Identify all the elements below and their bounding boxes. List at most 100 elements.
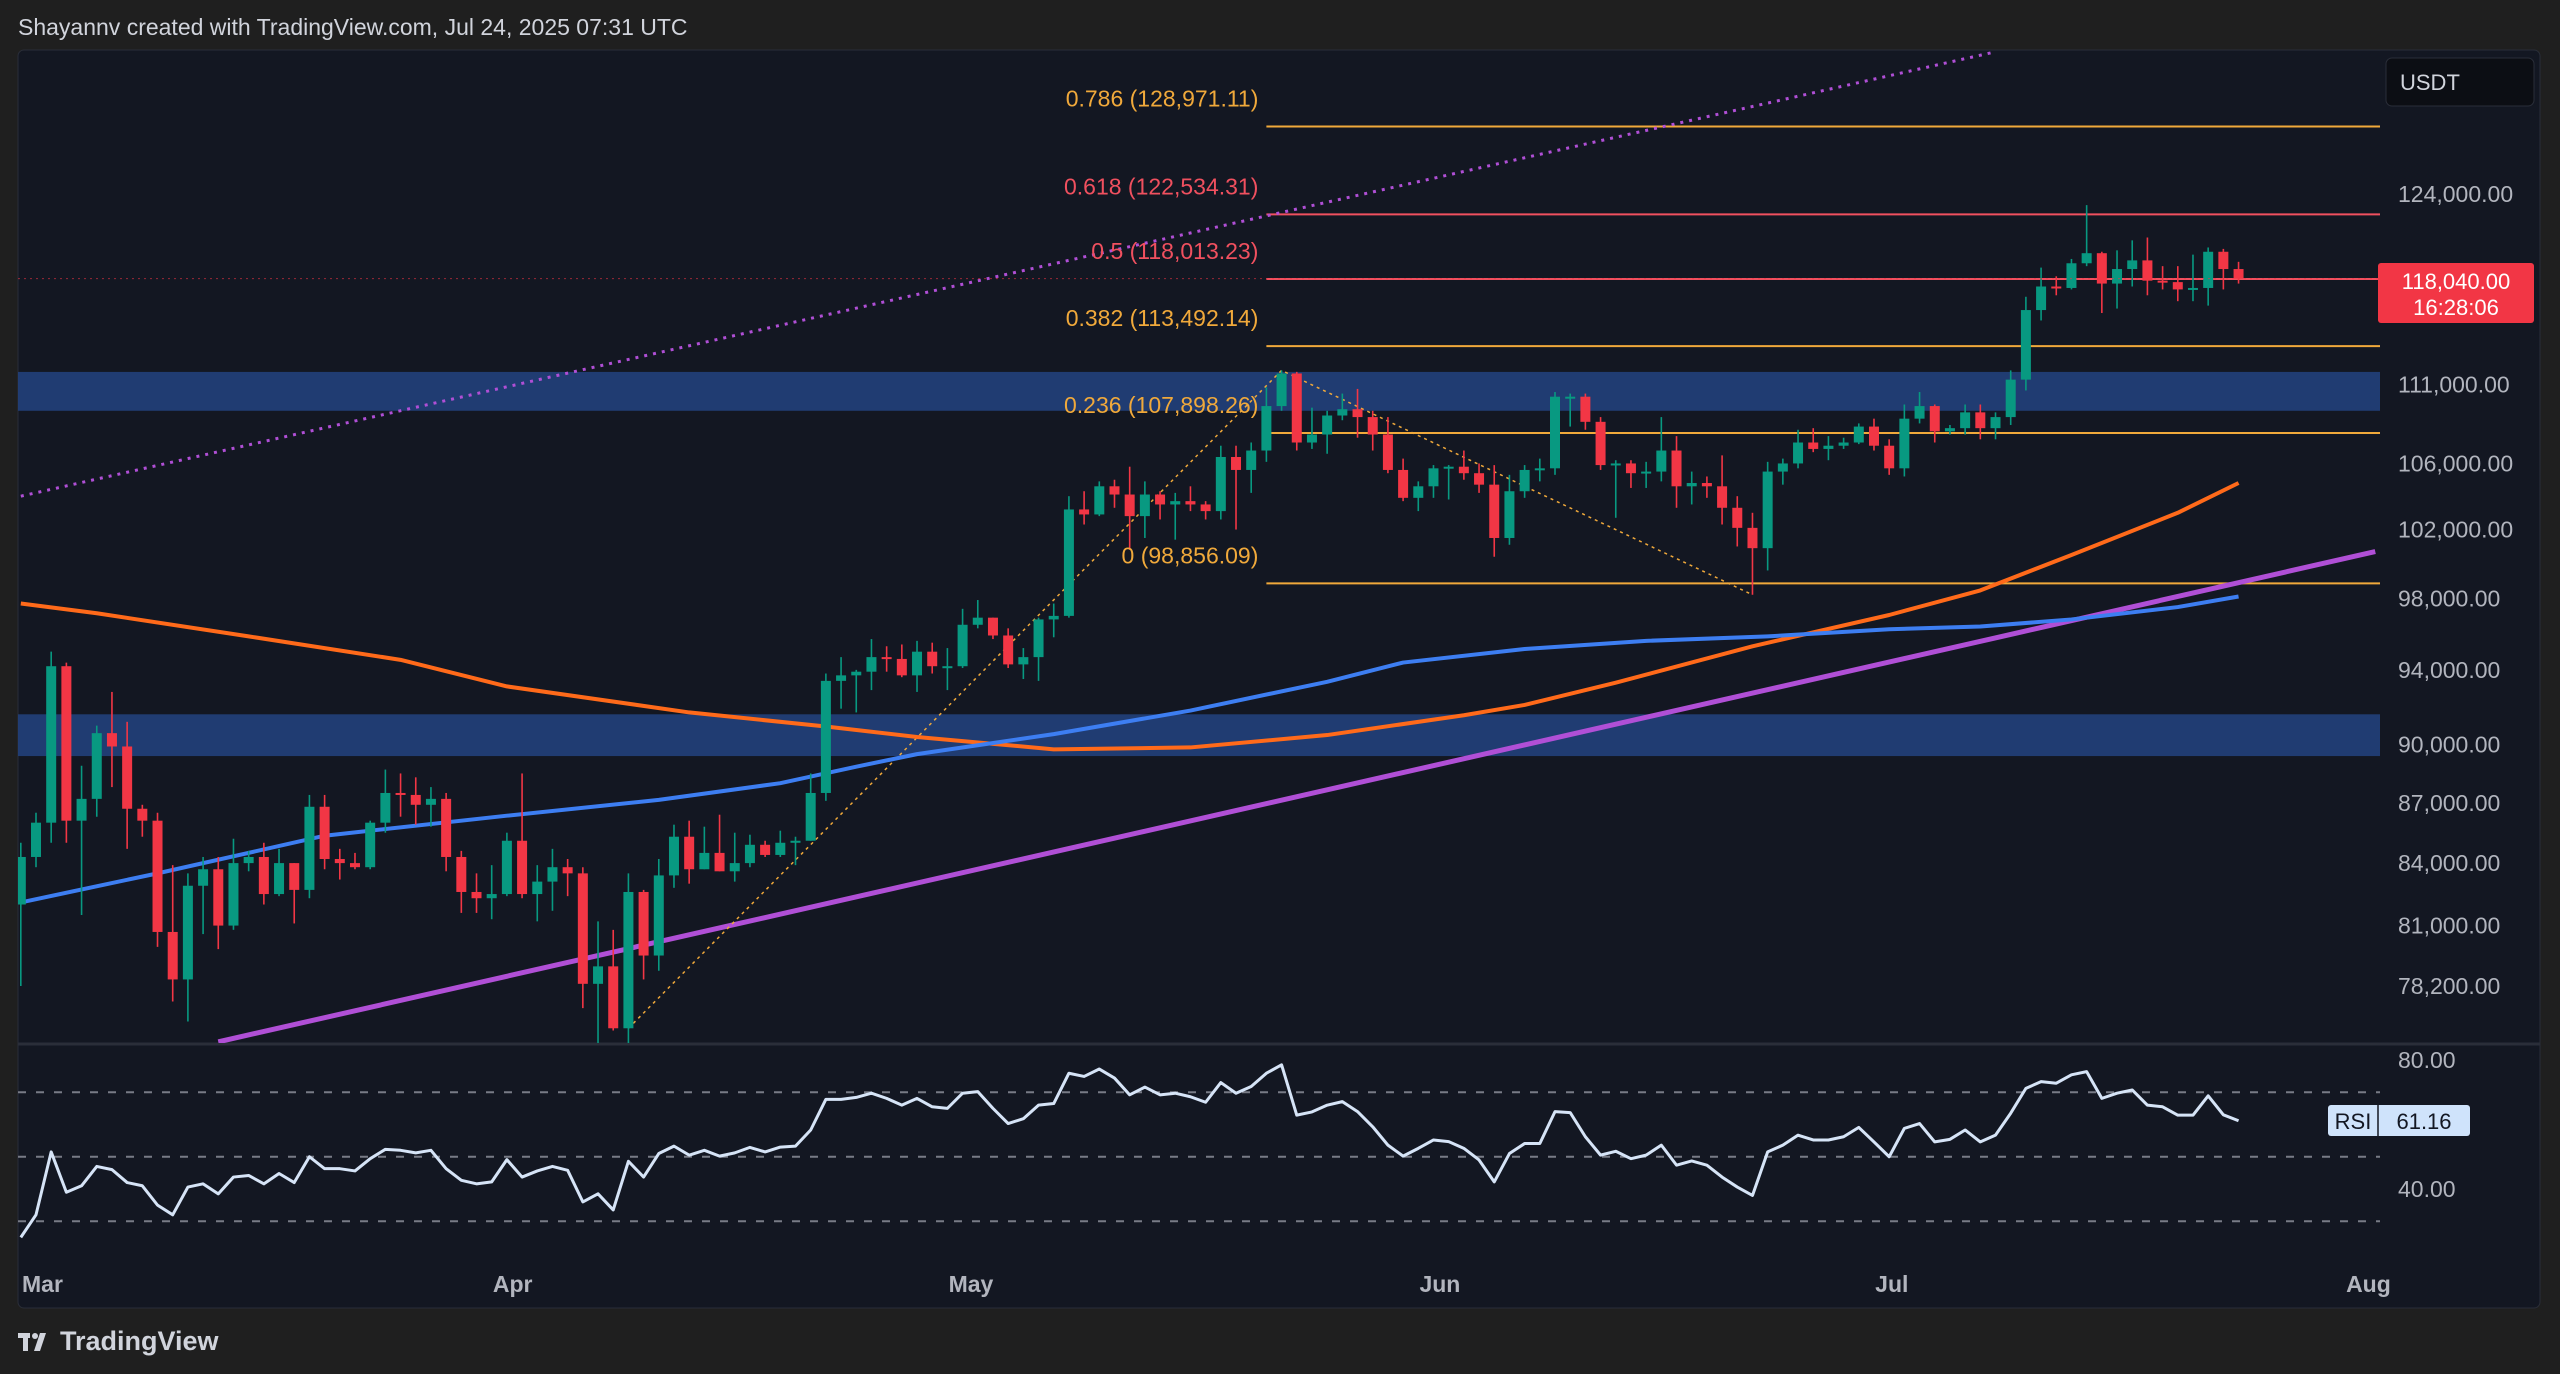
- date-tick-label: May: [949, 1271, 994, 1297]
- candle-body: [137, 808, 148, 821]
- candle: [1261, 387, 1272, 462]
- candle-body: [668, 836, 679, 876]
- rsi-axis[interactable]: 80.00 40.00: [2398, 1047, 2456, 1202]
- candle: [1413, 481, 1424, 512]
- candle: [2218, 248, 2229, 290]
- candle-body: [349, 863, 360, 868]
- price-tick-label: 90,000.00: [2398, 732, 2500, 758]
- candle: [1291, 371, 1302, 451]
- candle-body: [1474, 473, 1485, 485]
- candle: [836, 657, 847, 709]
- candle: [182, 873, 193, 1022]
- fib-trend-zigzag: [627, 369, 1753, 1029]
- candle-body: [1048, 615, 1059, 620]
- candle: [1094, 481, 1105, 517]
- candle-body: [1443, 466, 1454, 469]
- ascending-trendline: [217, 549, 2376, 1043]
- candle-body: [319, 806, 330, 860]
- candle-body: [1094, 486, 1105, 515]
- candle-body: [729, 863, 740, 872]
- candle: [61, 662, 72, 843]
- candle-body: [2036, 286, 2047, 311]
- candle-body: [1306, 434, 1317, 443]
- candle: [972, 600, 983, 629]
- candle: [1550, 392, 1560, 475]
- candle: [608, 929, 619, 1031]
- candle: [2081, 205, 2092, 267]
- candle: [1322, 410, 1333, 454]
- price-tick-label: 111,000.00: [2398, 371, 2510, 397]
- candle-body: [1337, 409, 1348, 416]
- candle: [593, 921, 604, 1043]
- candle-body: [1960, 412, 1971, 429]
- candle-body: [2066, 263, 2077, 288]
- candle-body: [213, 869, 224, 926]
- candle-body: [836, 675, 847, 681]
- candle: [1625, 460, 1636, 488]
- candle-body: [1550, 396, 1560, 469]
- candle: [2233, 261, 2244, 284]
- candle-body: [820, 680, 831, 793]
- candle-body: [1671, 450, 1682, 487]
- candle: [1367, 410, 1378, 451]
- candle-body: [1884, 445, 1895, 469]
- candle-body: [258, 856, 269, 895]
- bar-countdown: 16:28:06: [2413, 295, 2499, 320]
- candle-body: [1489, 484, 1500, 538]
- candle: [1079, 491, 1090, 525]
- candle: [2036, 267, 2047, 321]
- candle: [1352, 388, 1363, 438]
- candle: [122, 721, 133, 849]
- last-price-value: 118,040.00: [2402, 269, 2510, 294]
- candle-body: [593, 966, 604, 984]
- date-axis[interactable]: Mar Apr May Jun Jul Aug: [22, 1271, 2391, 1297]
- moving-average-blue: [20, 594, 2239, 905]
- price-tick-label: 94,000.00: [2398, 657, 2500, 683]
- candle: [471, 873, 482, 913]
- candle: [517, 773, 528, 899]
- candle: [1489, 465, 1500, 557]
- candle-body: [2187, 287, 2198, 290]
- price-axis[interactable]: 124,000.00 111,000.00 106,000.00 102,000.00…: [2398, 181, 2513, 999]
- candle: [851, 669, 862, 713]
- candle-body: [152, 820, 163, 932]
- price-tick-label: 98,000.00: [2398, 585, 2500, 611]
- candle: [957, 608, 968, 669]
- candle: [1200, 501, 1211, 520]
- rsi-badge: RSI 61.16: [2328, 1105, 2470, 1136]
- candle-body: [866, 657, 877, 672]
- candle: [714, 814, 725, 872]
- rsi-tick-label: 80.00: [2398, 1047, 2456, 1073]
- candle-body: [1367, 417, 1378, 435]
- candle: [1641, 461, 1652, 488]
- candle-body: [775, 842, 786, 855]
- candle: [1048, 603, 1059, 638]
- candle: [1063, 496, 1074, 618]
- candle: [319, 794, 330, 870]
- candle-body: [1231, 456, 1242, 470]
- candle: [304, 794, 315, 899]
- candle-body: [2127, 260, 2138, 270]
- candle: [896, 644, 907, 678]
- candle-body: [2096, 253, 2107, 284]
- candle: [2066, 258, 2077, 290]
- chart-panel: [17, 49, 2541, 1309]
- candle: [942, 648, 953, 691]
- candle: [577, 867, 588, 1009]
- candle: [760, 840, 771, 857]
- candle-body: [699, 852, 710, 870]
- candle: [18, 842, 26, 987]
- candle: [1443, 465, 1454, 500]
- tradingview-logo[interactable]: TradingView: [18, 1326, 219, 1357]
- candle-body: [851, 671, 862, 676]
- price-tick-label: 84,000.00: [2398, 850, 2500, 876]
- fib-level-label: 0.618 (122,534.31): [1064, 173, 1258, 199]
- candle: [213, 856, 224, 950]
- currency-button[interactable]: USDT: [2385, 57, 2535, 107]
- candle-body: [395, 792, 406, 795]
- candle: [2172, 266, 2183, 302]
- candle: [1595, 417, 1606, 470]
- candle: [1398, 458, 1409, 502]
- candle-body: [1398, 469, 1409, 498]
